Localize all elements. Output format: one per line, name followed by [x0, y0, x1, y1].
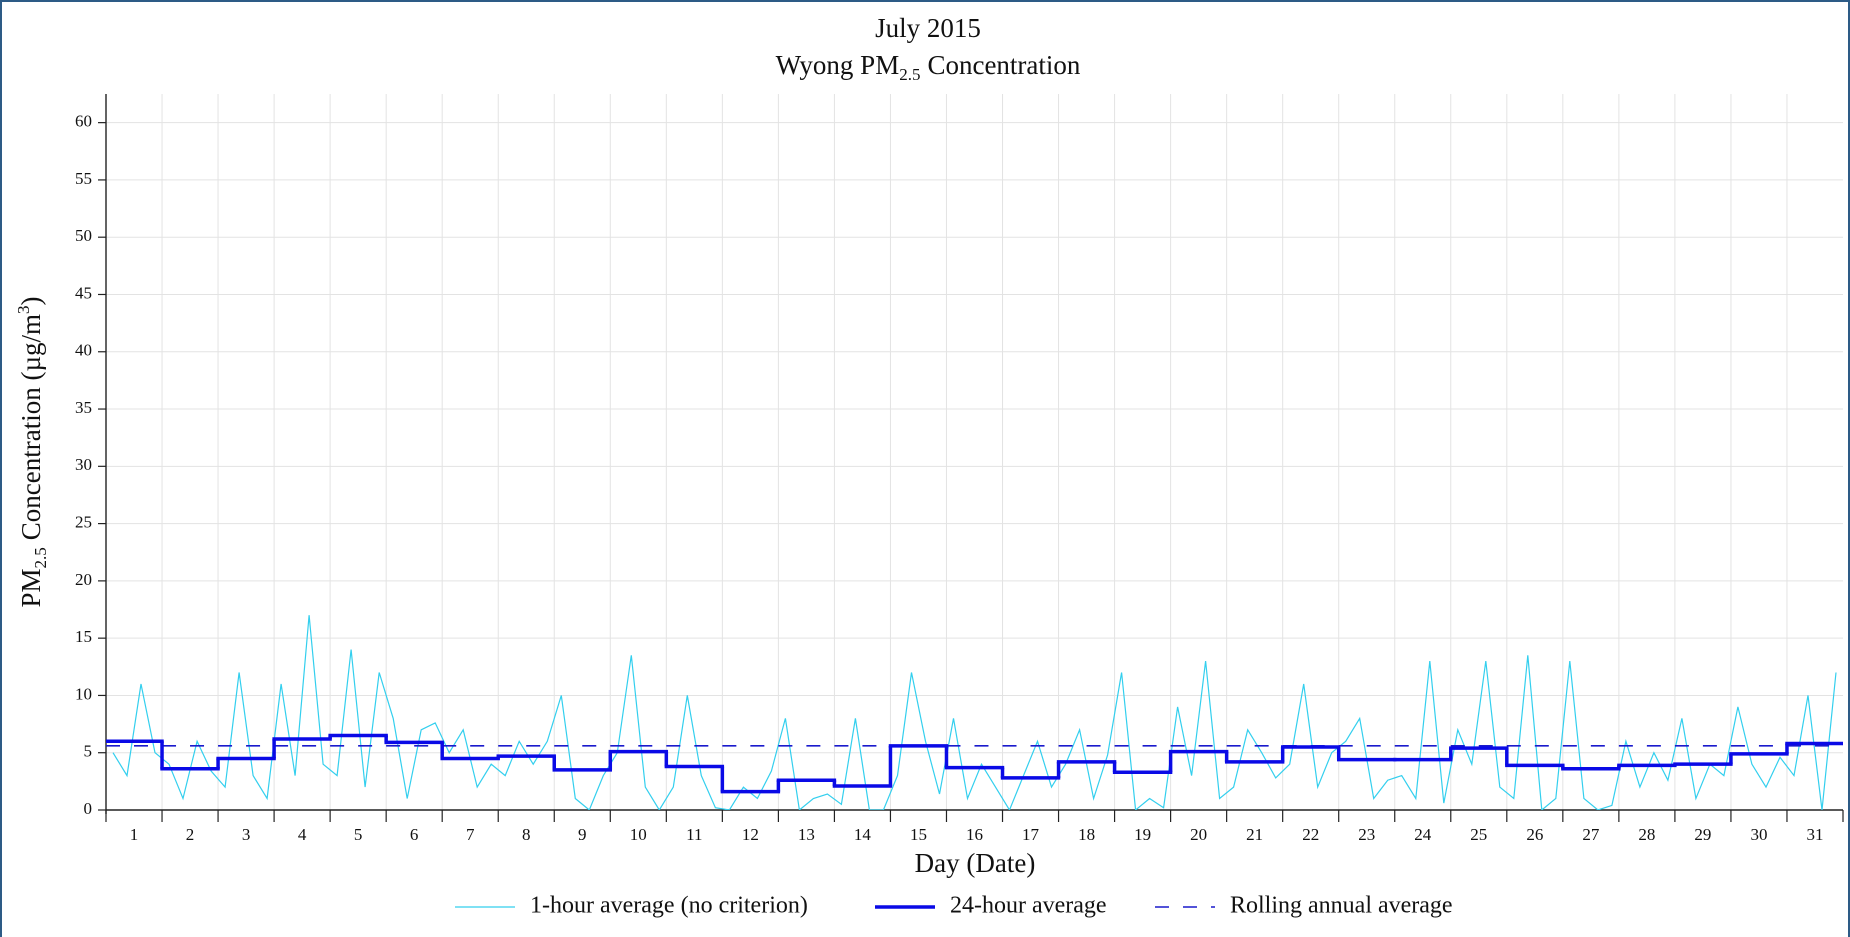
y-tick-label: 35 — [75, 398, 92, 417]
ylabel-sup: 3 — [14, 305, 33, 314]
x-tick-label: 7 — [466, 825, 475, 844]
x-tick-label: 17 — [1022, 825, 1040, 844]
x-tick-label: 9 — [578, 825, 587, 844]
x-tick-label: 26 — [1526, 825, 1543, 844]
x-tick-label: 22 — [1302, 825, 1319, 844]
x-tick-label: 25 — [1470, 825, 1487, 844]
chart-subtitle: Wyong PM2.5 Concentration — [776, 50, 1081, 84]
x-tick-label: 20 — [1190, 825, 1207, 844]
x-tick-label: 5 — [354, 825, 363, 844]
x-tick-label: 15 — [910, 825, 927, 844]
legend-label: 1-hour average (no criterion) — [530, 893, 808, 919]
y-tick-label: 15 — [75, 627, 92, 646]
y-tick-label: 30 — [75, 455, 92, 474]
x-tick-label: 3 — [242, 825, 251, 844]
y-axis-label: PM2.5 Concentration (µg/m3) — [14, 296, 50, 607]
x-tick-label: 30 — [1750, 825, 1767, 844]
subtitle-text: Wyong PM — [776, 50, 900, 80]
y-tick-label: 60 — [75, 112, 92, 131]
ylabel-after: Concentration (µg/m — [16, 314, 46, 540]
x-tick-label: 12 — [742, 825, 759, 844]
legend-label: Rolling annual average — [1230, 893, 1453, 919]
y-tick-label: 55 — [75, 169, 92, 188]
x-tick-label: 8 — [522, 825, 531, 844]
x-tick-label: 18 — [1078, 825, 1095, 844]
x-tick-label: 27 — [1582, 825, 1600, 844]
y-tick-label: 45 — [75, 283, 92, 302]
legend-label: 24-hour average — [950, 893, 1107, 919]
ylabel-text: PM — [16, 568, 46, 607]
subtitle-after: Concentration — [927, 50, 1080, 80]
x-tick-label: 11 — [686, 825, 702, 844]
x-tick-label: 2 — [186, 825, 195, 844]
x-tick-label: 31 — [1806, 825, 1823, 844]
ylabel-sub: 2.5 — [31, 547, 50, 568]
subtitle-sub: 2.5 — [899, 65, 920, 84]
x-tick-label: 24 — [1414, 825, 1432, 844]
plot-area — [106, 615, 1843, 810]
ylabel-end: ) — [16, 296, 46, 305]
y-tick-label: 0 — [84, 799, 93, 818]
y-tick-label: 5 — [84, 742, 93, 761]
x-tick-label: 13 — [798, 825, 815, 844]
x-tick-label: 28 — [1638, 825, 1655, 844]
y-tick-label: 10 — [75, 684, 92, 703]
hourly-line — [112, 615, 1837, 810]
y-tick-label: 50 — [75, 226, 92, 245]
x-tick-label: 21 — [1246, 825, 1263, 844]
x-tick-label: 19 — [1134, 825, 1151, 844]
x-tick-label: 4 — [298, 825, 307, 844]
y-tick-label: 40 — [75, 341, 92, 360]
chart-title: July 2015 — [875, 13, 981, 43]
x-tick-label: 29 — [1694, 825, 1711, 844]
x-tick-label: 16 — [966, 825, 983, 844]
x-tick-label: 10 — [630, 825, 647, 844]
x-axis-label: Day (Date) — [915, 848, 1036, 878]
x-tick-label: 23 — [1358, 825, 1375, 844]
x-tick-label: 1 — [130, 825, 139, 844]
y-tick-label: 25 — [75, 513, 92, 532]
x-tick-label: 6 — [410, 825, 419, 844]
y-tick-label: 20 — [75, 570, 92, 589]
x-tick-label: 14 — [854, 825, 872, 844]
